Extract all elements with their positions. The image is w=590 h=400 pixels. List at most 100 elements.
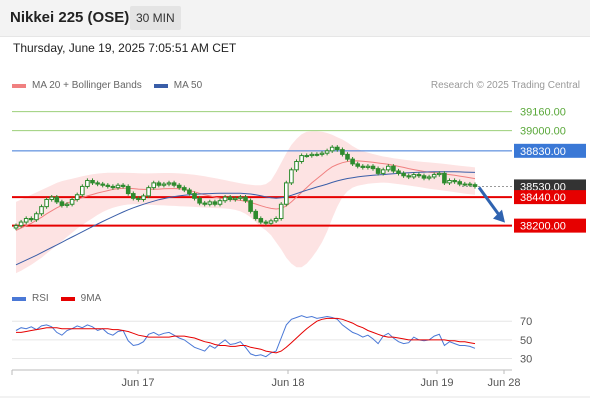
rsi-tick-label: 30 [520,354,532,366]
forecast-arrow [477,186,503,219]
chart-header: Nikkei 225 (OSE) 30 MIN [0,0,590,37]
level-label-support: 38440.00 [520,192,566,204]
candle-down [197,197,202,204]
instrument-title: Nikkei 225 (OSE) [10,9,130,26]
level-badge-current [514,179,586,194]
candle-up [437,172,442,176]
level-label-resistance: 39000.00 [520,126,566,138]
candle-down [396,170,401,174]
candle-down [212,201,218,205]
candle-up [146,187,151,197]
candle-down [54,196,60,203]
candle-up [39,206,44,215]
candle-up [85,180,90,187]
candle-down [335,146,340,151]
candle-down [472,184,478,187]
candle-down [360,165,366,168]
candle-up [411,174,417,178]
candle-up [233,197,238,200]
rsi-legend: RSI 9MA [12,293,101,304]
candle-down [258,218,264,223]
timeframe-badge[interactable]: 30 MIN [130,6,181,30]
candle-up [222,196,228,202]
rsi-ma-legend-label: 9MA [80,293,102,304]
candle-up [284,182,289,205]
candle-down [110,185,116,189]
candle-down [350,158,355,165]
candle-up [319,152,325,155]
chart-datetime: Thursday, June 19, 2025 7:05:51 AM CET [13,41,237,55]
candle-up [44,199,49,208]
x-tick-label: Jun 28 [487,377,520,389]
candle-up [314,153,320,156]
level-badge-support [514,190,586,205]
candle-down [340,149,345,155]
candles [13,145,478,231]
candle-down [192,193,197,199]
candle-up [294,161,299,171]
candle-up [304,155,309,158]
candle-up [268,220,274,224]
candle-down [95,182,100,185]
candle-up [207,201,213,205]
candle-down [187,189,192,195]
candle-down [29,218,34,221]
candle-up [309,153,315,157]
candle-down [125,185,131,195]
candle-down [401,172,406,177]
candle-up [386,165,391,171]
candle-up [74,194,80,200]
candle-up [34,213,39,221]
rsi-ma-line [16,317,476,354]
candle-down [355,163,360,167]
candle-down [375,168,381,174]
candle-down [156,182,162,186]
candle-down [90,180,95,184]
candle-up [141,195,146,200]
ma20-legend-swatch [12,83,26,88]
main-legend: MA 20 + Bollinger Bands MA 50 [12,80,202,91]
rsi-ma-legend-swatch [60,296,75,301]
rsi-tick-label: 70 [520,316,532,328]
candle-up [380,169,386,174]
x-tick-label: Jun 17 [121,377,154,389]
ma20-legend-label: MA 20 + Bollinger Bands [32,80,142,91]
research-credit: Research © 2025 Trading Central [430,80,580,91]
candle-up [49,196,55,200]
candle-down [248,200,253,212]
candle-up [273,218,279,222]
candle-up [161,183,167,186]
candle-up [151,182,156,189]
candle-up [18,221,24,227]
level-badge-support [514,218,586,233]
candle-down [421,175,427,179]
candle-up [166,182,172,185]
candle-up [299,155,304,162]
forecast-arrow-head [493,209,505,223]
candle-down [467,183,473,186]
candle-up [426,176,432,179]
candle-down [406,175,411,178]
candle-down [105,184,111,187]
candle-down [171,182,177,186]
x-tick-label: Jun 19 [420,377,453,389]
candle-down [263,221,269,224]
candle-up [289,169,294,184]
x-tick-label: Jun 18 [271,377,304,389]
candle-up [217,200,223,205]
candle-down [442,172,447,184]
candle-up [462,183,468,186]
candle-down [100,183,106,186]
candle-up [365,165,371,168]
candle-up [238,196,243,199]
candle-up [431,174,437,178]
candle-down [243,196,248,202]
candle-down [416,174,422,177]
candle-down [345,153,350,160]
candle-up [278,203,284,219]
ma50-legend-label: MA 50 [173,80,203,91]
candle-down [120,184,126,187]
candle-down [457,181,462,185]
ma50-legend-swatch [153,83,168,88]
